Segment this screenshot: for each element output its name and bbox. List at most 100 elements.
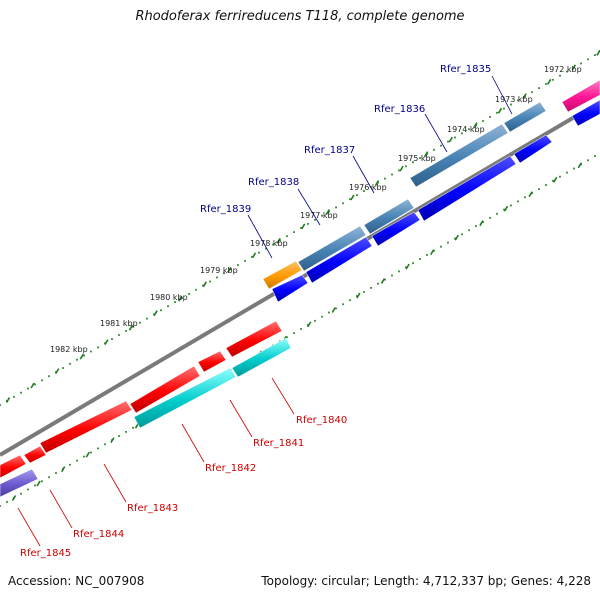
gene-label-rfer-1842[interactable]: Rfer_1842 [205, 463, 256, 474]
gene-cyan-1[interactable] [231, 337, 292, 378]
gene-label-rfer-1843[interactable]: Rfer_1843 [127, 503, 178, 514]
gene-pink-edge[interactable] [561, 79, 600, 113]
kbp-label-1977: 1977 kbp [300, 211, 338, 220]
tick-dot-inner-79 [552, 179, 554, 182]
tick-dot-inner-43 [300, 328, 302, 330]
gene-blue-4[interactable] [371, 211, 421, 247]
tick-dot-outer-85 [594, 54, 596, 56]
tick-dot-inner-50 [349, 299, 351, 302]
gene-blue-6[interactable] [271, 274, 309, 303]
gene-rfer-1835[interactable] [503, 101, 547, 133]
tick-dot-inner-84 [587, 159, 589, 162]
kbp-label-1976: 1976 kbp [349, 183, 387, 192]
gene-cyan-2[interactable] [133, 367, 237, 429]
kbp-tick-inner-17 [430, 249, 435, 256]
tick-dot-outer-27 [188, 293, 190, 295]
gene-blue-3[interactable] [417, 155, 517, 222]
gene-label-rfer-1835[interactable]: Rfer_1835 [440, 64, 491, 75]
kbp-tick-outer-6 [153, 310, 158, 317]
tick-dot-inner-75 [524, 196, 526, 199]
tick-dot-inner-66 [461, 233, 463, 236]
tick-dot-outer-70 [489, 116, 491, 118]
gene-rfer-1841[interactable] [197, 350, 227, 373]
tick-dot-outer-66 [461, 132, 463, 135]
tick-dot-inner-61 [426, 254, 428, 256]
tick-dot-outer-44 [307, 223, 309, 225]
tick-dot-outer-31 [216, 276, 218, 279]
tick-dot-outer-2 [13, 395, 15, 398]
tick-dot-inner-67 [468, 229, 470, 232]
kbp-tick-outer-5 [128, 324, 134, 331]
tick-dot-outer-65 [454, 136, 456, 139]
tick-dot-outer-46 [321, 214, 323, 217]
gene-rfer-1843[interactable] [39, 400, 133, 454]
gene-label-rfer-1841[interactable]: Rfer_1841 [253, 438, 304, 449]
tick-dot-outer-32 [223, 272, 225, 275]
tick-dot-inner-51 [356, 295, 358, 297]
gene-rfer-1842[interactable] [129, 365, 201, 414]
kbp-tick-outer-21 [522, 93, 527, 100]
tick-dot-outer-71 [496, 111, 498, 114]
tick-dot-outer-60 [419, 157, 421, 159]
tick-dot-inner-15 [104, 443, 106, 446]
tick-dot-inner-53 [370, 287, 372, 289]
kbp-tick-outer-1 [30, 382, 35, 389]
gene-rfer-1840[interactable] [225, 320, 283, 358]
tick-dot-outer-36 [251, 255, 253, 258]
tick-dot-outer-16 [111, 338, 113, 340]
kbp-tick-inner-19 [479, 220, 484, 227]
tick-dot-outer-52 [363, 190, 365, 192]
tick-dot-outer-28 [195, 288, 197, 291]
kbp-tick-outer-19 [473, 122, 478, 129]
tick-dot-outer-20 [139, 321, 141, 324]
kbp-label-1979: 1979 kbp [200, 266, 238, 275]
gene-rfer-1845[interactable] [0, 454, 27, 479]
gene-label-rfer-1840[interactable]: Rfer_1840 [296, 415, 347, 426]
tick-dot-inner-71 [496, 212, 498, 215]
gene-labels-reverse: Rfer_1840 Rfer_1841 Rfer_1842 Rfer_1843 … [20, 415, 347, 559]
kbp-tick-inner-21 [528, 191, 533, 198]
gene-label-rfer-1836[interactable]: Rfer_1836 [374, 104, 425, 115]
kbp-tick-outer-23 [571, 64, 576, 71]
tick-dot-inner-11 [76, 459, 78, 462]
leader-rfer-1837 [352, 155, 375, 194]
gene-blue-5[interactable] [305, 236, 373, 284]
accession-text: Accession: NC_007908 [8, 574, 145, 588]
tick-dot-inner-6 [41, 480, 43, 483]
gene-label-rfer-1845[interactable]: Rfer_1845 [20, 548, 71, 559]
kbp-tick-inner-12 [307, 321, 312, 328]
leader-rfer-1839 [247, 214, 273, 259]
gene-label-rfer-1839[interactable]: Rfer_1839 [200, 204, 251, 215]
tick-dot-inner-46 [321, 315, 323, 318]
kbp-label-1972: 1972 kbp [544, 65, 582, 74]
tick-dot-outer-30 [209, 280, 211, 283]
gene-label-rfer-1844[interactable]: Rfer_1844 [73, 529, 124, 540]
tick-dot-inner-59 [412, 262, 414, 265]
kbp-tick-inner-15 [380, 278, 386, 284]
tick-dot-outer-69 [482, 120, 484, 122]
kbp-tick-outer-13 [325, 209, 330, 215]
leader-rfer-1840 [271, 377, 295, 415]
tick-dot-outer-24 [167, 305, 169, 308]
gene-rfer-1844[interactable] [23, 445, 47, 464]
gene-rfer-1836[interactable] [409, 123, 509, 188]
gene-label-rfer-1838[interactable]: Rfer_1838 [248, 177, 299, 188]
tick-dot-inner-8 [55, 472, 57, 474]
tick-dot-outer-19 [132, 325, 134, 328]
tick-dot-inner-73 [510, 204, 512, 207]
tick-dot-outer-13 [90, 350, 92, 353]
tick-dot-inner-56 [391, 274, 393, 277]
gene-blue-1[interactable] [571, 99, 600, 127]
tick-dots-outer [0, 54, 596, 406]
gene-label-rfer-1837[interactable]: Rfer_1837 [304, 145, 355, 156]
gene-rfer-1839[interactable] [262, 260, 303, 290]
tick-dot-inner-18 [125, 431, 127, 433]
gene-slate-1[interactable] [0, 468, 39, 498]
gene-rfer-1838[interactable] [297, 225, 367, 272]
gene-rfer-1837[interactable] [363, 198, 415, 235]
tick-dot-outer-4 [27, 387, 29, 390]
tick-dot-inner-63 [440, 245, 442, 248]
kbp-tick-outer-10 [251, 252, 257, 259]
gene-blue-2[interactable] [513, 134, 553, 164]
